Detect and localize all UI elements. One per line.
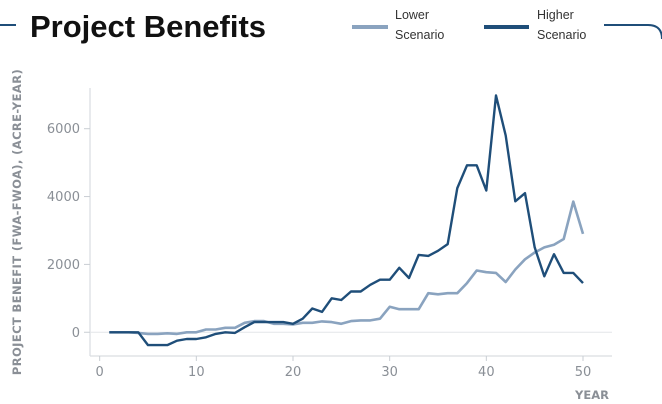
y-tick-label: 4000: [47, 190, 80, 205]
x-tick-label: 40: [478, 365, 495, 380]
y-tick-label: 2000: [47, 258, 80, 273]
series-line-higher-scenario: [109, 94, 584, 347]
x-tick-label: 30: [381, 365, 398, 380]
x-axis-ticks: 0 10 20 30 40 50: [96, 356, 592, 380]
legend-label-higher-line2: Scenario: [537, 28, 586, 42]
y-tick-label: 6000: [47, 122, 80, 137]
x-tick-label: 50: [575, 365, 592, 380]
chart-title: Project Benefits: [30, 9, 266, 44]
series-line-lower-scenario: [109, 200, 585, 336]
series-lines: [109, 94, 585, 347]
legend-label-lower-line1: Lower: [395, 8, 429, 22]
y-axis-label: PROJECT BENEFIT (FWA-FWOA), (ACRE-YEAR): [10, 69, 24, 375]
x-tick-label: 10: [188, 365, 205, 380]
y-tick-label: 0: [72, 326, 80, 341]
x-tick-label: 0: [96, 365, 104, 380]
legend-label-lower-line2: Scenario: [395, 28, 444, 42]
x-tick-label: 20: [285, 365, 302, 380]
x-axis-label: YEAR: [574, 388, 609, 402]
legend-label-higher-line1: Higher: [537, 8, 574, 22]
legend: Lower Scenario Higher Scenario: [352, 8, 586, 42]
y-axis-ticks: 0 2000 4000 6000: [47, 122, 612, 341]
